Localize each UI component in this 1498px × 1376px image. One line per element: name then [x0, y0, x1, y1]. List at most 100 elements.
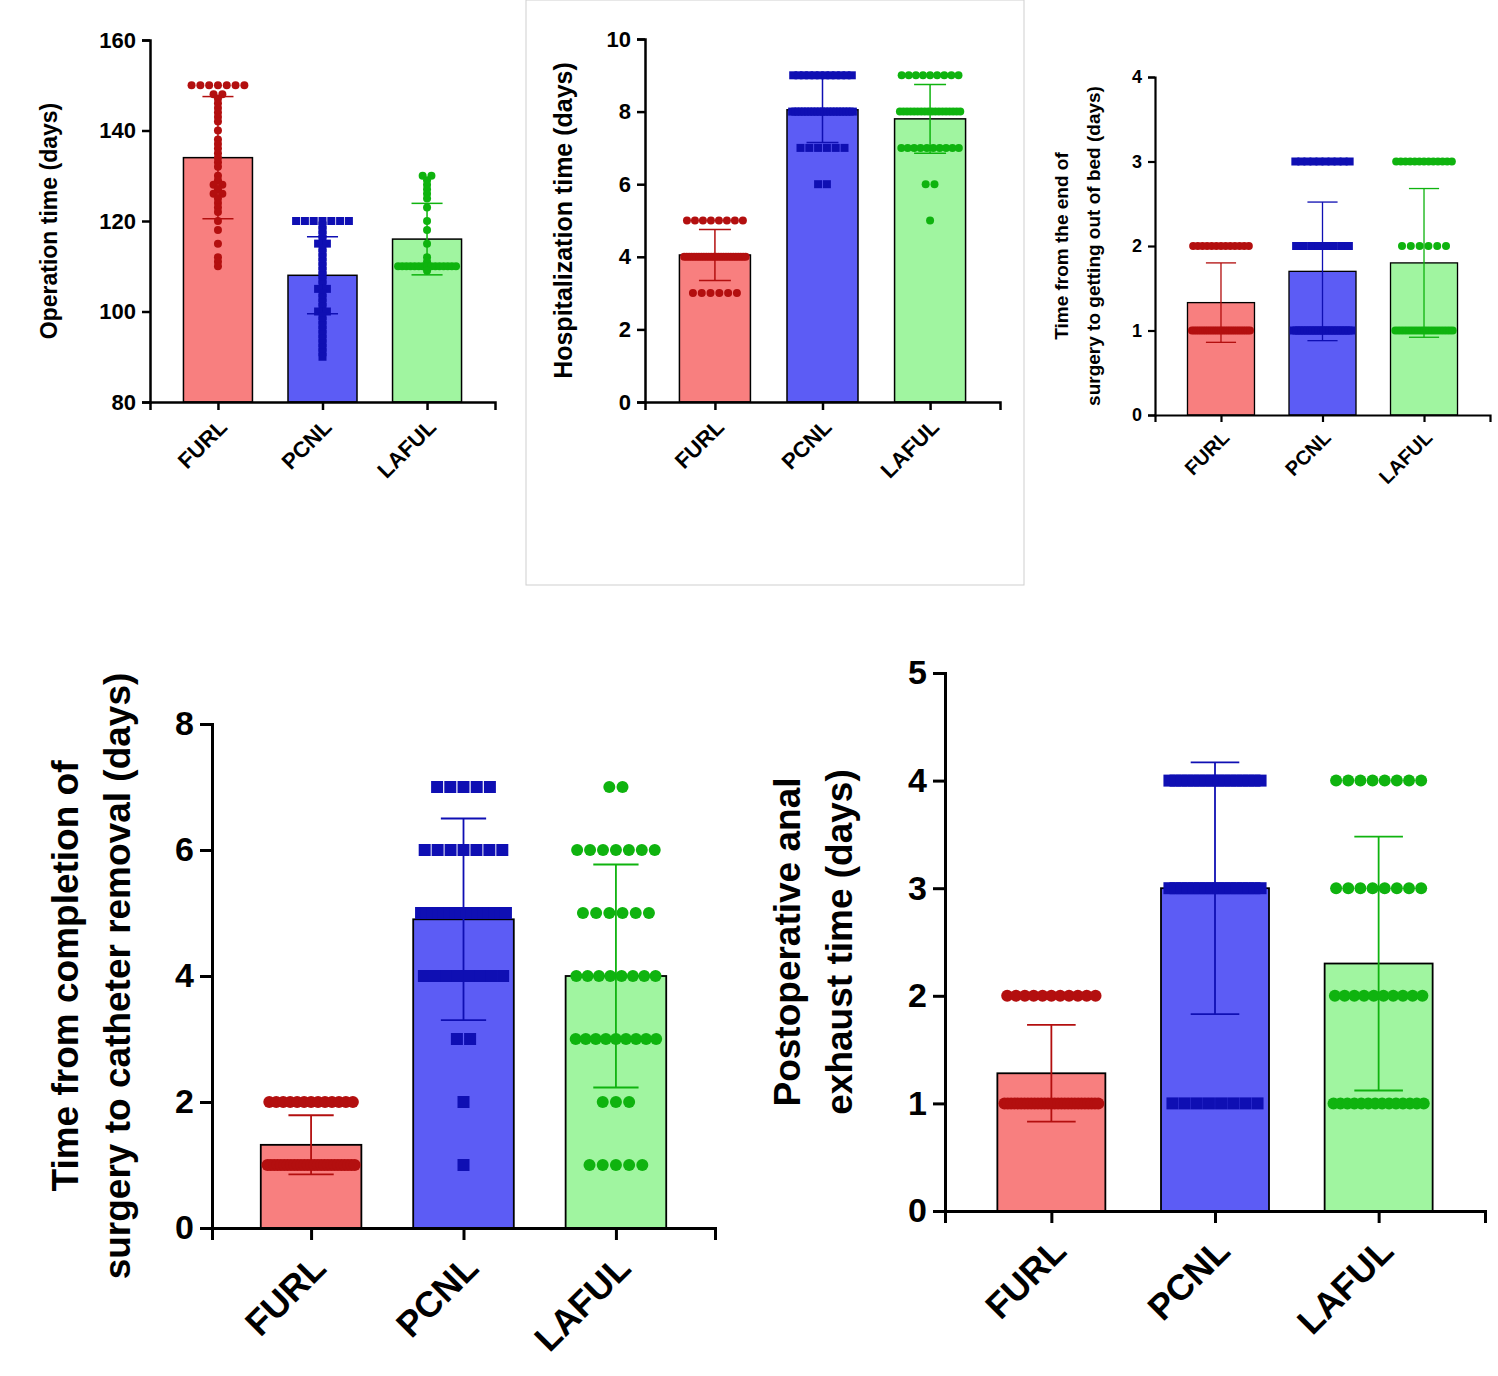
- point: [423, 267, 431, 275]
- axis-title: Hospitalization time (days): [549, 62, 577, 379]
- y-axis: 01234: [1132, 67, 1156, 425]
- point: [610, 844, 622, 856]
- point: [431, 781, 443, 793]
- point: [1379, 882, 1391, 894]
- plot-area: [1187, 158, 1457, 416]
- bar: [787, 110, 858, 402]
- tick-label: FURL: [670, 414, 729, 473]
- axis-line: [213, 1229, 716, 1241]
- axis-title: surgery to getting out of bed (days): [1083, 86, 1104, 406]
- point: [584, 1159, 596, 1171]
- point: [603, 907, 615, 919]
- point: [214, 117, 222, 125]
- point: [610, 1159, 622, 1171]
- point: [832, 144, 840, 152]
- point: [423, 240, 431, 248]
- error-bar-cap: [593, 864, 638, 866]
- point: [742, 253, 750, 261]
- point: [724, 289, 732, 297]
- point: [1322, 242, 1330, 250]
- point: [1415, 775, 1427, 787]
- chart-canvas: 80100120140160FURLPCNLLAFULOperation tim…: [0, 0, 1498, 1376]
- point: [1330, 882, 1342, 894]
- tick-mark: [200, 975, 212, 978]
- panel: 02468FURLPCNLLAFULTime from completion o…: [45, 673, 716, 1360]
- point: [432, 844, 444, 856]
- axis-title: Operation time (days): [36, 103, 62, 339]
- tick-mark: [637, 329, 645, 332]
- point: [1246, 327, 1254, 335]
- point: [617, 781, 629, 793]
- x-tick: PCNL: [388, 1228, 486, 1345]
- point: [849, 108, 857, 116]
- point: [214, 81, 222, 89]
- panel: 01234FURLPCNLLAFULTime from the end ofsu…: [1051, 67, 1491, 488]
- point: [823, 180, 831, 188]
- tick-label: LAFUL: [372, 414, 441, 483]
- point: [483, 844, 495, 856]
- point: [423, 203, 431, 211]
- point: [940, 71, 948, 79]
- point: [214, 240, 222, 248]
- point: [797, 144, 805, 152]
- y-tick: 0: [1132, 405, 1155, 425]
- y-tick: 2: [619, 317, 645, 342]
- point: [319, 353, 327, 361]
- point: [423, 217, 431, 225]
- point: [345, 217, 353, 225]
- point: [922, 180, 930, 188]
- x-tick: LAFUL: [1375, 415, 1437, 488]
- error-bar: [1409, 189, 1439, 338]
- error-bar-stem: [1322, 202, 1323, 341]
- x-axis: FURLPCNLLAFUL: [946, 1211, 1486, 1342]
- panel: 80100120140160FURLPCNLLAFULOperation tim…: [36, 28, 496, 483]
- y-tick: 6: [175, 830, 212, 868]
- point: [584, 844, 596, 856]
- point: [301, 217, 309, 225]
- point: [205, 81, 213, 89]
- point: [451, 1033, 463, 1045]
- point: [627, 970, 639, 982]
- point: [597, 1096, 609, 1108]
- x-tick: PCNL: [1281, 415, 1335, 480]
- error-bar-stem: [1378, 837, 1380, 1091]
- tick-mark: [142, 130, 150, 133]
- point: [1239, 1097, 1251, 1109]
- point: [1345, 242, 1353, 250]
- tick-label: FURL: [173, 414, 232, 473]
- tick-label: 0: [1132, 405, 1142, 425]
- y-tick: 4: [619, 244, 645, 269]
- tick-label: 3: [1132, 152, 1142, 172]
- point: [1227, 1097, 1239, 1109]
- point: [1391, 775, 1403, 787]
- y-tick: 8: [619, 99, 645, 124]
- tick-label: 5: [908, 653, 927, 691]
- tick-mark: [933, 995, 945, 998]
- x-axis: FURLPCNLLAFUL: [151, 402, 496, 483]
- y-tick: 4: [175, 956, 212, 994]
- point: [1416, 242, 1424, 250]
- y-tick: 100: [99, 299, 150, 324]
- error-bar: [1307, 202, 1337, 341]
- point: [947, 71, 955, 79]
- point: [649, 844, 661, 856]
- point: [956, 108, 964, 116]
- y-tick: 2: [175, 1082, 212, 1120]
- point: [1367, 882, 1379, 894]
- point: [458, 781, 470, 793]
- point: [1215, 1097, 1227, 1109]
- error-bar-cap: [914, 84, 946, 86]
- axis-title: Time from the end of: [1051, 152, 1072, 340]
- y-tick: 4: [908, 761, 945, 799]
- point: [707, 217, 715, 225]
- axis-line: [142, 41, 151, 403]
- tick-label: 2: [908, 976, 927, 1014]
- x-tick: FURL: [670, 402, 729, 473]
- point: [214, 217, 222, 225]
- point: [452, 262, 460, 270]
- point: [1403, 775, 1415, 787]
- bar: [393, 239, 462, 402]
- point: [617, 907, 629, 919]
- point: [1166, 1097, 1178, 1109]
- point: [1448, 158, 1456, 166]
